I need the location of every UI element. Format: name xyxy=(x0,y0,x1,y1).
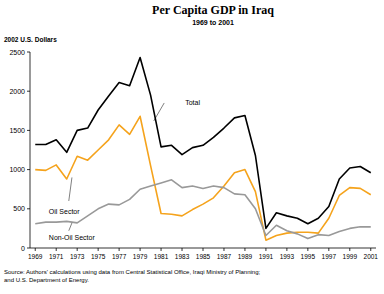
x-tick-label: 1983 xyxy=(175,253,190,260)
x-tick-label: 1989 xyxy=(238,253,253,260)
x-tick xyxy=(77,248,78,251)
x-tick-label: 1997 xyxy=(322,253,337,260)
y-tick xyxy=(27,248,30,249)
y-label: 2002 U.S. Dollars xyxy=(4,36,57,43)
y-tick xyxy=(27,52,30,53)
plot-lines xyxy=(35,57,371,240)
y-tick xyxy=(27,130,30,131)
x-tick-label: 1969 xyxy=(28,253,43,260)
y-tick xyxy=(27,208,30,209)
x-tick xyxy=(56,248,57,251)
x-tick-label: 1987 xyxy=(217,253,232,260)
x-tick xyxy=(286,248,287,251)
x-tick-label: 1991 xyxy=(259,253,274,260)
y-tick-label: 2500 xyxy=(9,49,25,56)
x-tick-label: 2001 xyxy=(364,253,379,260)
y-tick xyxy=(27,169,30,170)
y-tick-label: 0 xyxy=(21,245,25,252)
subtitle: 1969 to 2001 xyxy=(192,19,234,26)
series-label: Total xyxy=(185,99,200,106)
x-tick-label: 1971 xyxy=(49,253,64,260)
y-tick-label: 1500 xyxy=(9,127,25,134)
x-tick-label: 1975 xyxy=(91,253,106,260)
x-tick xyxy=(349,248,350,251)
x-tick-label: 1999 xyxy=(343,253,358,260)
x-tick-label: 1981 xyxy=(154,253,169,260)
title: Per Capita GDP in Iraq xyxy=(152,3,274,17)
label-pointer xyxy=(69,223,72,231)
x-tick xyxy=(223,248,224,251)
x-tick-label: 1977 xyxy=(112,253,127,260)
x-tick-label: 1995 xyxy=(301,253,316,260)
y-axis xyxy=(30,52,31,248)
series-line xyxy=(35,180,371,239)
x-tick-label: 1973 xyxy=(70,253,85,260)
x-tick xyxy=(203,248,204,251)
label-pointer xyxy=(154,103,164,121)
y-tick xyxy=(27,91,30,92)
source: and U.S. Department of Energy. xyxy=(4,277,89,283)
x-tick xyxy=(307,248,308,251)
x-tick xyxy=(98,248,99,251)
x-tick xyxy=(161,248,162,251)
series-line xyxy=(35,57,371,228)
y-tick-label: 2000 xyxy=(9,88,25,95)
x-tick xyxy=(265,248,266,251)
series-label: Non-Oil Sector xyxy=(49,234,96,241)
y-tick-label: 500 xyxy=(13,205,25,212)
x-tick xyxy=(370,248,371,251)
x-tick xyxy=(35,248,36,251)
series-line xyxy=(35,116,371,240)
x-tick-label: 1985 xyxy=(196,253,211,260)
x-tick xyxy=(328,248,329,251)
series-label: Oil Sector xyxy=(49,208,80,215)
source: Source: Authors' calculations using data… xyxy=(4,269,260,275)
x-tick xyxy=(140,248,141,251)
y-tick-label: 1000 xyxy=(9,166,25,173)
label-pointer xyxy=(69,177,72,201)
chart: Per Capita GDP in Iraq 1969 to 2001 2002 U… xyxy=(0,0,384,294)
x-tick xyxy=(119,248,120,251)
x-tick xyxy=(182,248,183,251)
x-tick-label: 1993 xyxy=(280,253,295,260)
x-tick xyxy=(244,248,245,251)
x-tick-label: 1979 xyxy=(133,253,148,260)
